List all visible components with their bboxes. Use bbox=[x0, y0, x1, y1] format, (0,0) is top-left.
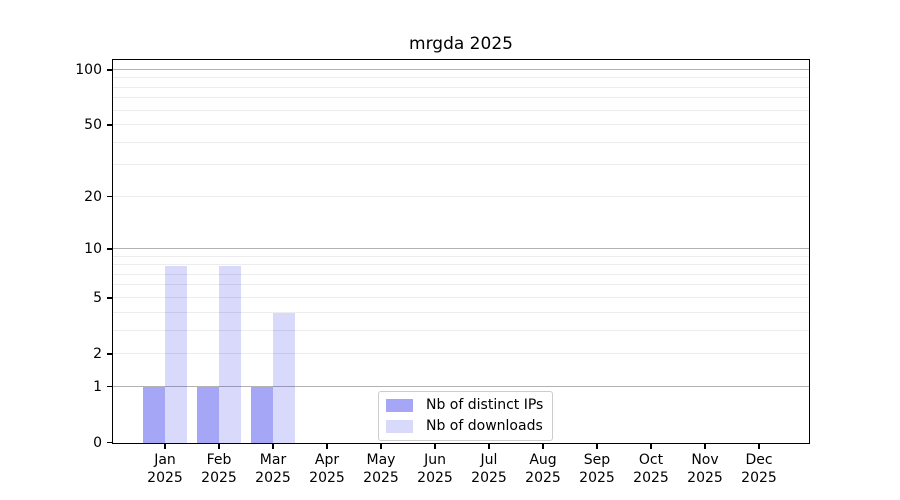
gridline-minor bbox=[113, 311, 809, 313]
gridline-major bbox=[113, 247, 809, 249]
x-tick-month: Aug bbox=[529, 452, 557, 468]
legend-swatch-downloads bbox=[386, 419, 413, 433]
y-tick-mark bbox=[106, 69, 113, 71]
y-tick-label: 5 bbox=[93, 289, 102, 306]
gridline-minor bbox=[113, 284, 809, 286]
x-tick-year: 2025 bbox=[147, 470, 183, 486]
gridline-minor bbox=[113, 264, 809, 266]
x-tick-year: 2025 bbox=[471, 470, 507, 486]
x-tick-year: 2025 bbox=[363, 470, 399, 486]
y-tick-label: 50 bbox=[84, 117, 102, 134]
gridline-major bbox=[113, 68, 809, 70]
x-tick-month: Nov bbox=[691, 452, 719, 468]
legend-item-downloads: Nb of downloads bbox=[386, 418, 543, 434]
x-tick-month: May bbox=[366, 452, 396, 468]
y-tick-label: 20 bbox=[84, 188, 102, 205]
x-tick-year: 2025 bbox=[633, 470, 669, 486]
y-tick-label: 2 bbox=[93, 345, 102, 362]
x-tick-month: Dec bbox=[745, 452, 773, 468]
x-tick-label: Sep 2025 bbox=[562, 451, 632, 487]
x-tick-mark bbox=[488, 444, 490, 449]
gridline-minor bbox=[113, 273, 809, 275]
bar-distinct-ips bbox=[196, 387, 219, 443]
x-tick-month: Oct bbox=[638, 452, 664, 468]
chart-title: mrgda 2025 bbox=[409, 34, 513, 54]
x-tick-year: 2025 bbox=[201, 470, 237, 486]
x-tick-month: Jun bbox=[424, 452, 446, 468]
x-tick-label: Dec 2025 bbox=[724, 451, 794, 487]
gridline-minor bbox=[113, 352, 809, 354]
x-tick-mark bbox=[596, 444, 598, 449]
x-tick-mark bbox=[272, 444, 274, 449]
gridline-minor bbox=[113, 97, 809, 99]
y-tick-mark bbox=[106, 385, 113, 388]
gridline-minor bbox=[113, 86, 809, 88]
x-tick-month: Jan bbox=[154, 452, 176, 468]
x-tick-mark bbox=[758, 444, 760, 449]
x-tick-label: May 2025 bbox=[346, 451, 416, 487]
gridline-minor bbox=[113, 124, 809, 126]
x-tick-year: 2025 bbox=[687, 470, 723, 486]
gridline-minor bbox=[113, 164, 809, 166]
bar-distinct-ips bbox=[142, 387, 165, 443]
x-tick-year: 2025 bbox=[417, 470, 453, 486]
y-tick-label: 0 bbox=[93, 434, 102, 451]
x-tick-mark bbox=[380, 444, 382, 449]
legend-label-downloads: Nb of downloads bbox=[426, 418, 543, 434]
bar-downloads bbox=[218, 265, 241, 443]
x-tick-label: Mar 2025 bbox=[238, 451, 308, 487]
x-tick-mark bbox=[218, 444, 220, 449]
x-tick-year: 2025 bbox=[309, 470, 345, 486]
x-tick-mark bbox=[650, 444, 652, 449]
x-tick-label: Nov 2025 bbox=[670, 451, 740, 487]
bar-downloads bbox=[164, 265, 187, 443]
x-tick-year: 2025 bbox=[525, 470, 561, 486]
y-tick-mark bbox=[106, 195, 113, 198]
gridline-minor bbox=[113, 296, 809, 298]
x-tick-month: Sep bbox=[583, 452, 611, 468]
x-tick-mark bbox=[326, 444, 328, 449]
y-tick-label: 100 bbox=[75, 61, 102, 78]
x-tick-mark bbox=[164, 444, 166, 449]
legend-item-distinct-ips: Nb of distinct IPs bbox=[386, 397, 543, 413]
x-tick-year: 2025 bbox=[255, 470, 291, 486]
gridline-minor bbox=[113, 141, 809, 143]
x-tick-label: Jul 2025 bbox=[454, 451, 524, 487]
legend-swatch-distinct-ips bbox=[386, 398, 413, 412]
x-tick-label: Apr 2025 bbox=[292, 451, 362, 487]
x-tick-mark bbox=[704, 444, 706, 449]
x-tick-label: Jan 2025 bbox=[130, 451, 200, 487]
y-tick-mark bbox=[106, 248, 113, 250]
x-tick-label: Feb 2025 bbox=[184, 451, 254, 487]
x-tick-year: 2025 bbox=[741, 470, 777, 486]
y-tick-mark bbox=[106, 124, 113, 126]
x-tick-month: Feb bbox=[206, 452, 232, 468]
x-tick-mark bbox=[434, 444, 436, 449]
gridline-minor bbox=[113, 77, 809, 79]
x-tick-label: Aug 2025 bbox=[508, 451, 578, 487]
legend: Nb of distinct IPs Nb of downloads bbox=[378, 391, 554, 441]
y-tick-mark bbox=[106, 353, 113, 355]
y-tick-label: 10 bbox=[84, 240, 102, 257]
gridline-major bbox=[113, 385, 809, 387]
x-tick-month: Jul bbox=[480, 452, 498, 468]
y-tick-label: 1 bbox=[93, 378, 102, 395]
legend-label-distinct-ips: Nb of distinct IPs bbox=[426, 397, 544, 413]
x-tick-year: 2025 bbox=[579, 470, 615, 486]
plot-area bbox=[112, 59, 810, 444]
bar-downloads bbox=[272, 313, 295, 443]
gridline-minor bbox=[113, 255, 809, 257]
y-tick-mark bbox=[106, 441, 113, 444]
gridline-minor bbox=[113, 329, 809, 331]
x-tick-month: Apr bbox=[314, 452, 340, 468]
x-tick-label: Oct 2025 bbox=[616, 451, 686, 487]
y-tick-mark bbox=[106, 297, 113, 299]
x-tick-month: Mar bbox=[259, 452, 287, 468]
gridline-minor bbox=[113, 195, 809, 197]
x-tick-label: Jun 2025 bbox=[400, 451, 470, 487]
gridline-minor bbox=[113, 109, 809, 111]
bar-distinct-ips bbox=[250, 387, 273, 443]
x-tick-mark bbox=[542, 444, 544, 449]
